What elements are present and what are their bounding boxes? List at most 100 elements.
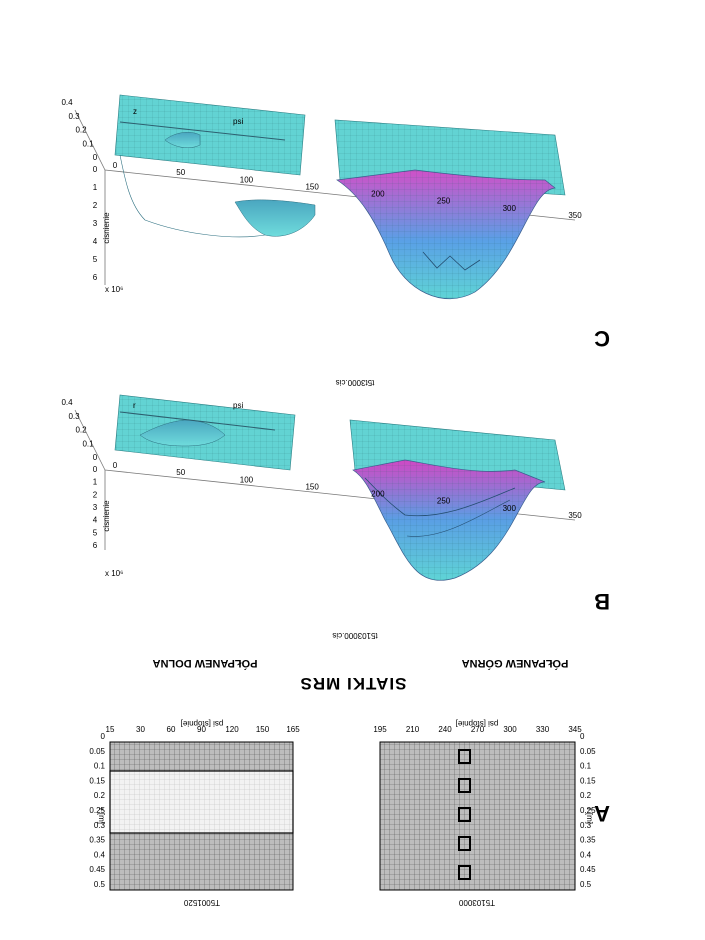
tick-label: 0 [93, 453, 98, 462]
tick-label: 165 [286, 725, 300, 734]
r-axis-label: r [133, 401, 136, 410]
tick-label: 0.5 [580, 880, 592, 889]
panel-letter-c: C [594, 326, 610, 351]
tick-label: 200 [371, 490, 385, 499]
load-band [109, 770, 294, 834]
tick-label: 30 [136, 725, 145, 734]
y-tick-labels: 0 0.05 0.1 0.15 0.2 0.25 0.3 0.35 0.4 0.45 0.5 [89, 732, 105, 889]
tick-label: 250 [437, 197, 451, 206]
tick-label: 250 [437, 497, 451, 506]
tick-label: 0.45 [89, 865, 105, 874]
load-region [458, 749, 471, 764]
panel-letter-b: B [594, 589, 610, 614]
tick-label: 0.45 [580, 865, 596, 874]
tick-label: 0.3 [68, 112, 80, 121]
tick-label: 0.4 [61, 398, 73, 407]
psi-tick-labels: 0 50 100 150 200 250 300 350 [113, 161, 582, 220]
tick-label: 0 [113, 461, 118, 470]
tick-label: 6 [93, 541, 98, 550]
z-axis-label: cisnienie [102, 212, 111, 244]
tick-label: 350 [568, 511, 582, 520]
tick-label: 0.2 [75, 126, 87, 135]
groove-line [119, 121, 286, 141]
tick-label: 0.25 [580, 806, 596, 815]
tick-label: 0.4 [94, 850, 106, 859]
r-tick-labels: 0 0.1 0.2 0.3 0.4 [61, 98, 97, 162]
tick-label: 5 [93, 255, 98, 264]
x-axis-label: psi [stopnie] [456, 719, 499, 728]
load-region [458, 865, 471, 880]
tick-label: 0.2 [75, 426, 87, 435]
tick-label: 2 [93, 490, 98, 499]
tick-label: 0.2 [580, 791, 592, 800]
mesh-grid-lower-socket: T5103000 psi [stopnie] r [m] 195 210 240 27… [373, 719, 596, 907]
tick-label: 270 [471, 725, 485, 734]
pressure-groove [234, 199, 316, 237]
pressure-groove [164, 132, 201, 148]
subtitle-lower-socket: PÓŁPANEW DOLNA [152, 657, 257, 670]
tick-label: 60 [167, 725, 176, 734]
psi-axis-label: psi [233, 117, 243, 126]
surface-plot-pressure-c: psi z cisnienie x 10⁶ 050100150200250300… [61, 94, 582, 300]
grid-caption: T5103000 [458, 898, 495, 907]
tick-label: 0.3 [68, 412, 80, 421]
panel-letter-a: A [594, 801, 610, 826]
tick-label: 0.1 [94, 762, 106, 771]
load-region [458, 778, 471, 793]
tick-label: 100 [240, 175, 254, 184]
groove-line [119, 411, 276, 431]
tick-label: 90 [197, 725, 206, 734]
y-axis-label: r [m] [585, 808, 594, 824]
load-region [458, 836, 471, 851]
tick-label: 0.1 [580, 762, 592, 771]
grid-area [379, 741, 576, 891]
bowl-ridge [406, 499, 511, 537]
surface-plot-pressure-b: psi r cisnienie x 10⁶ 050100150200250300… [61, 394, 582, 581]
tick-label: 0.15 [580, 776, 596, 785]
tick-label: 300 [503, 504, 517, 513]
z-tick-labels: 0 1 2 3 4 5 6 [93, 165, 98, 282]
r-axis [74, 409, 106, 471]
tick-label: 210 [406, 725, 420, 734]
y-tick-labels: 0 0.05 0.1 0.15 0.2 0.25 0.3 0.35 0.4 0.45 0.5 [580, 732, 596, 889]
tick-label: 150 [305, 482, 319, 491]
tick-label: 0.2 [94, 791, 106, 800]
tick-label: 0.05 [89, 747, 105, 756]
tick-label: 0.1 [82, 139, 94, 148]
x-axis-label: psi [stopnie] [181, 719, 224, 728]
tick-label: 195 [373, 725, 387, 734]
tick-label: 0.4 [580, 850, 592, 859]
tick-label: 5 [93, 528, 98, 537]
x-tick-labels: 15 30 60 90 120 150 165 [106, 725, 301, 734]
tick-label: 0.25 [89, 806, 105, 815]
psi-tick-labels: 0 50 100 150 200 250 300 350 [113, 461, 582, 520]
tick-label: 100 [240, 475, 254, 484]
grid-caption: T5001520 [183, 898, 220, 907]
tick-label: 350 [568, 211, 582, 220]
tick-label: 1 [93, 183, 98, 192]
r-tick-labels: 0 0.1 0.2 0.3 0.4 [61, 398, 97, 462]
tick-label: 1 [93, 478, 98, 487]
tick-label: 4 [93, 237, 98, 246]
tick-label: 150 [256, 725, 270, 734]
load-region [458, 807, 471, 822]
tick-label: 0.5 [94, 880, 106, 889]
tick-label: 0.3 [94, 821, 106, 830]
tick-label: 300 [503, 725, 517, 734]
surface-mesh [337, 170, 555, 299]
tick-label: 15 [106, 725, 115, 734]
mesh-grid-upper-socket: T5001520 psi [stopnie] r [m] 15 30 60 90 120… [89, 719, 300, 907]
tick-label: 0.05 [580, 747, 596, 756]
tick-label: 330 [536, 725, 550, 734]
tick-label: 0.35 [89, 836, 105, 845]
tick-label: 50 [176, 468, 185, 477]
subtitle-upper-socket: PÓŁPANEW GÓRNA [462, 657, 569, 670]
tick-label: 0 [580, 732, 585, 741]
tick-label: 4 [93, 516, 98, 525]
tick-label: 0.3 [580, 821, 592, 830]
tick-label: 0 [101, 732, 106, 741]
tick-label: 0 [93, 465, 98, 474]
z-scale: x 10⁶ [105, 569, 123, 578]
